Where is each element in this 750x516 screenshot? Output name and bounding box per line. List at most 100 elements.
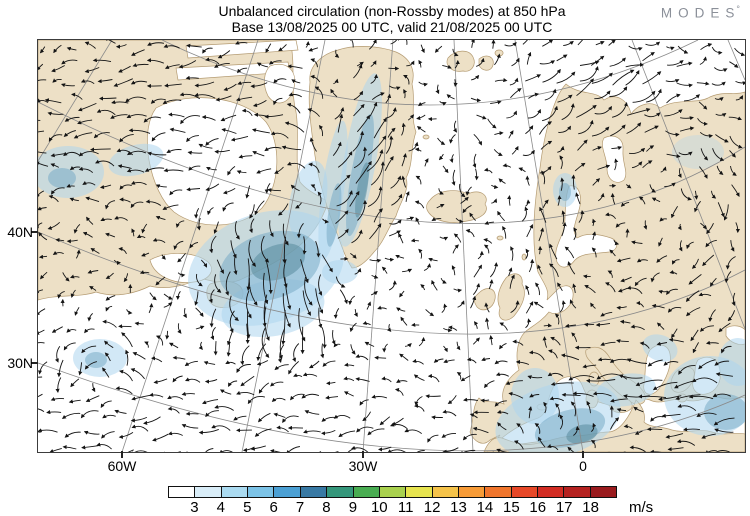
wind-arrow: [442, 64, 452, 69]
colorbar-cell: [485, 487, 511, 497]
wind-arrow: [194, 81, 215, 88]
wind-arrow: [290, 184, 300, 192]
wind-arrow: [645, 41, 661, 46]
wind-arrow: [258, 382, 270, 394]
wind-arrow: [651, 197, 661, 203]
wind-arrow: [115, 44, 127, 49]
wind-arrow: [590, 302, 596, 309]
wind-arrow: [384, 257, 395, 262]
wind-arrow: [83, 430, 100, 435]
colorbar-cell: [379, 487, 406, 497]
wind-arrow: [104, 352, 111, 362]
wind-arrow: [729, 61, 739, 68]
wind-arrow: [574, 162, 586, 172]
wind-arrow: [198, 428, 219, 435]
wind-arrow: [261, 328, 270, 358]
wind-arrow: [538, 436, 546, 448]
wind-arrow: [404, 40, 409, 45]
wind-arrow: [169, 127, 186, 133]
wind-arrow: [661, 413, 681, 418]
wind-arrow: [369, 223, 382, 240]
wind-arrow: [352, 130, 365, 152]
map-svg: [38, 40, 745, 452]
wind-arrow: [38, 231, 48, 241]
wind-arrow: [561, 392, 581, 397]
wind-arrow: [452, 48, 459, 57]
colorbar-cell: [248, 487, 274, 497]
wind-arrow: [525, 199, 531, 207]
wind-arrow: [335, 276, 346, 288]
wind-arrow: [95, 159, 115, 167]
wind-arrow: [472, 426, 489, 434]
wind-arrow: [104, 200, 116, 210]
wind-arrow: [610, 192, 616, 205]
wind-arrow: [169, 189, 183, 196]
wind-arrow: [339, 289, 348, 305]
wind-arrow: [131, 49, 145, 56]
wind-arrow: [144, 167, 165, 172]
wind-arrow: [473, 264, 482, 278]
wind-arrow: [221, 127, 237, 134]
wind-arrow: [82, 181, 96, 186]
wind-arrow: [414, 396, 423, 406]
wind-arrow: [155, 276, 166, 286]
wind-arrow: [366, 301, 372, 310]
wind-arrow: [287, 161, 306, 169]
wind-arrow: [276, 425, 289, 433]
wind-arrow: [646, 88, 662, 103]
wind-arrow: [708, 309, 716, 322]
wind-arrow: [177, 451, 181, 452]
wind-arrow: [525, 248, 530, 259]
wind-arrow: [428, 257, 438, 262]
wind-arrow: [505, 380, 523, 385]
wind-arrow: [252, 151, 265, 157]
wind-arrow: [390, 40, 399, 45]
wind-arrow: [699, 166, 708, 179]
wind-arrow: [591, 72, 613, 84]
wind-arrow: [435, 84, 440, 95]
wind-arrow: [47, 111, 64, 116]
wind-arrow: [483, 167, 493, 174]
wind-arrow: [55, 237, 65, 243]
wind-arrow: [714, 67, 728, 73]
wind-arrow: [453, 233, 462, 243]
wind-arrow: [646, 145, 655, 152]
wind-arrow: [82, 231, 93, 238]
wind-arrow: [546, 444, 559, 451]
wind-arrow: [664, 182, 676, 187]
wind-arrow: [250, 82, 268, 89]
wind-arrow: [119, 197, 131, 203]
wind-arrow: [571, 332, 578, 342]
wind-arrow: [434, 45, 443, 53]
x-axis-tick-label: 60W: [107, 458, 137, 474]
wind-arrow: [290, 393, 305, 401]
wind-arrow: [125, 96, 147, 103]
wind-arrow: [134, 321, 144, 326]
wind-arrow: [233, 415, 247, 421]
wind-arrow: [245, 323, 250, 344]
wind-arrow: [600, 341, 616, 346]
wind-arrow: [582, 364, 597, 369]
colorbar-tick-label: 5: [243, 499, 252, 516]
wind-arrow: [256, 62, 269, 68]
wind-arrow: [459, 449, 476, 452]
wind-arrow: [307, 108, 320, 117]
wind-arrow: [441, 433, 456, 438]
wind-arrow: [528, 258, 535, 273]
wind-arrow: [401, 175, 407, 188]
wind-arrow: [711, 46, 723, 55]
wind-arrow: [548, 349, 558, 359]
colorbar-cell: [327, 487, 353, 497]
wind-arrow: [318, 307, 323, 329]
wind-arrow: [534, 423, 541, 434]
wind-arrow: [355, 354, 369, 361]
wind-arrow: [715, 372, 733, 377]
wind-arrow: [442, 447, 459, 452]
wind-arrow: [656, 322, 665, 330]
wind-arrow: [78, 166, 93, 173]
wind-arrow: [472, 337, 480, 345]
wind-arrow: [631, 240, 643, 245]
wind-arrow: [284, 277, 292, 310]
wind-arrow: [321, 429, 336, 436]
wind-arrow: [308, 162, 320, 174]
